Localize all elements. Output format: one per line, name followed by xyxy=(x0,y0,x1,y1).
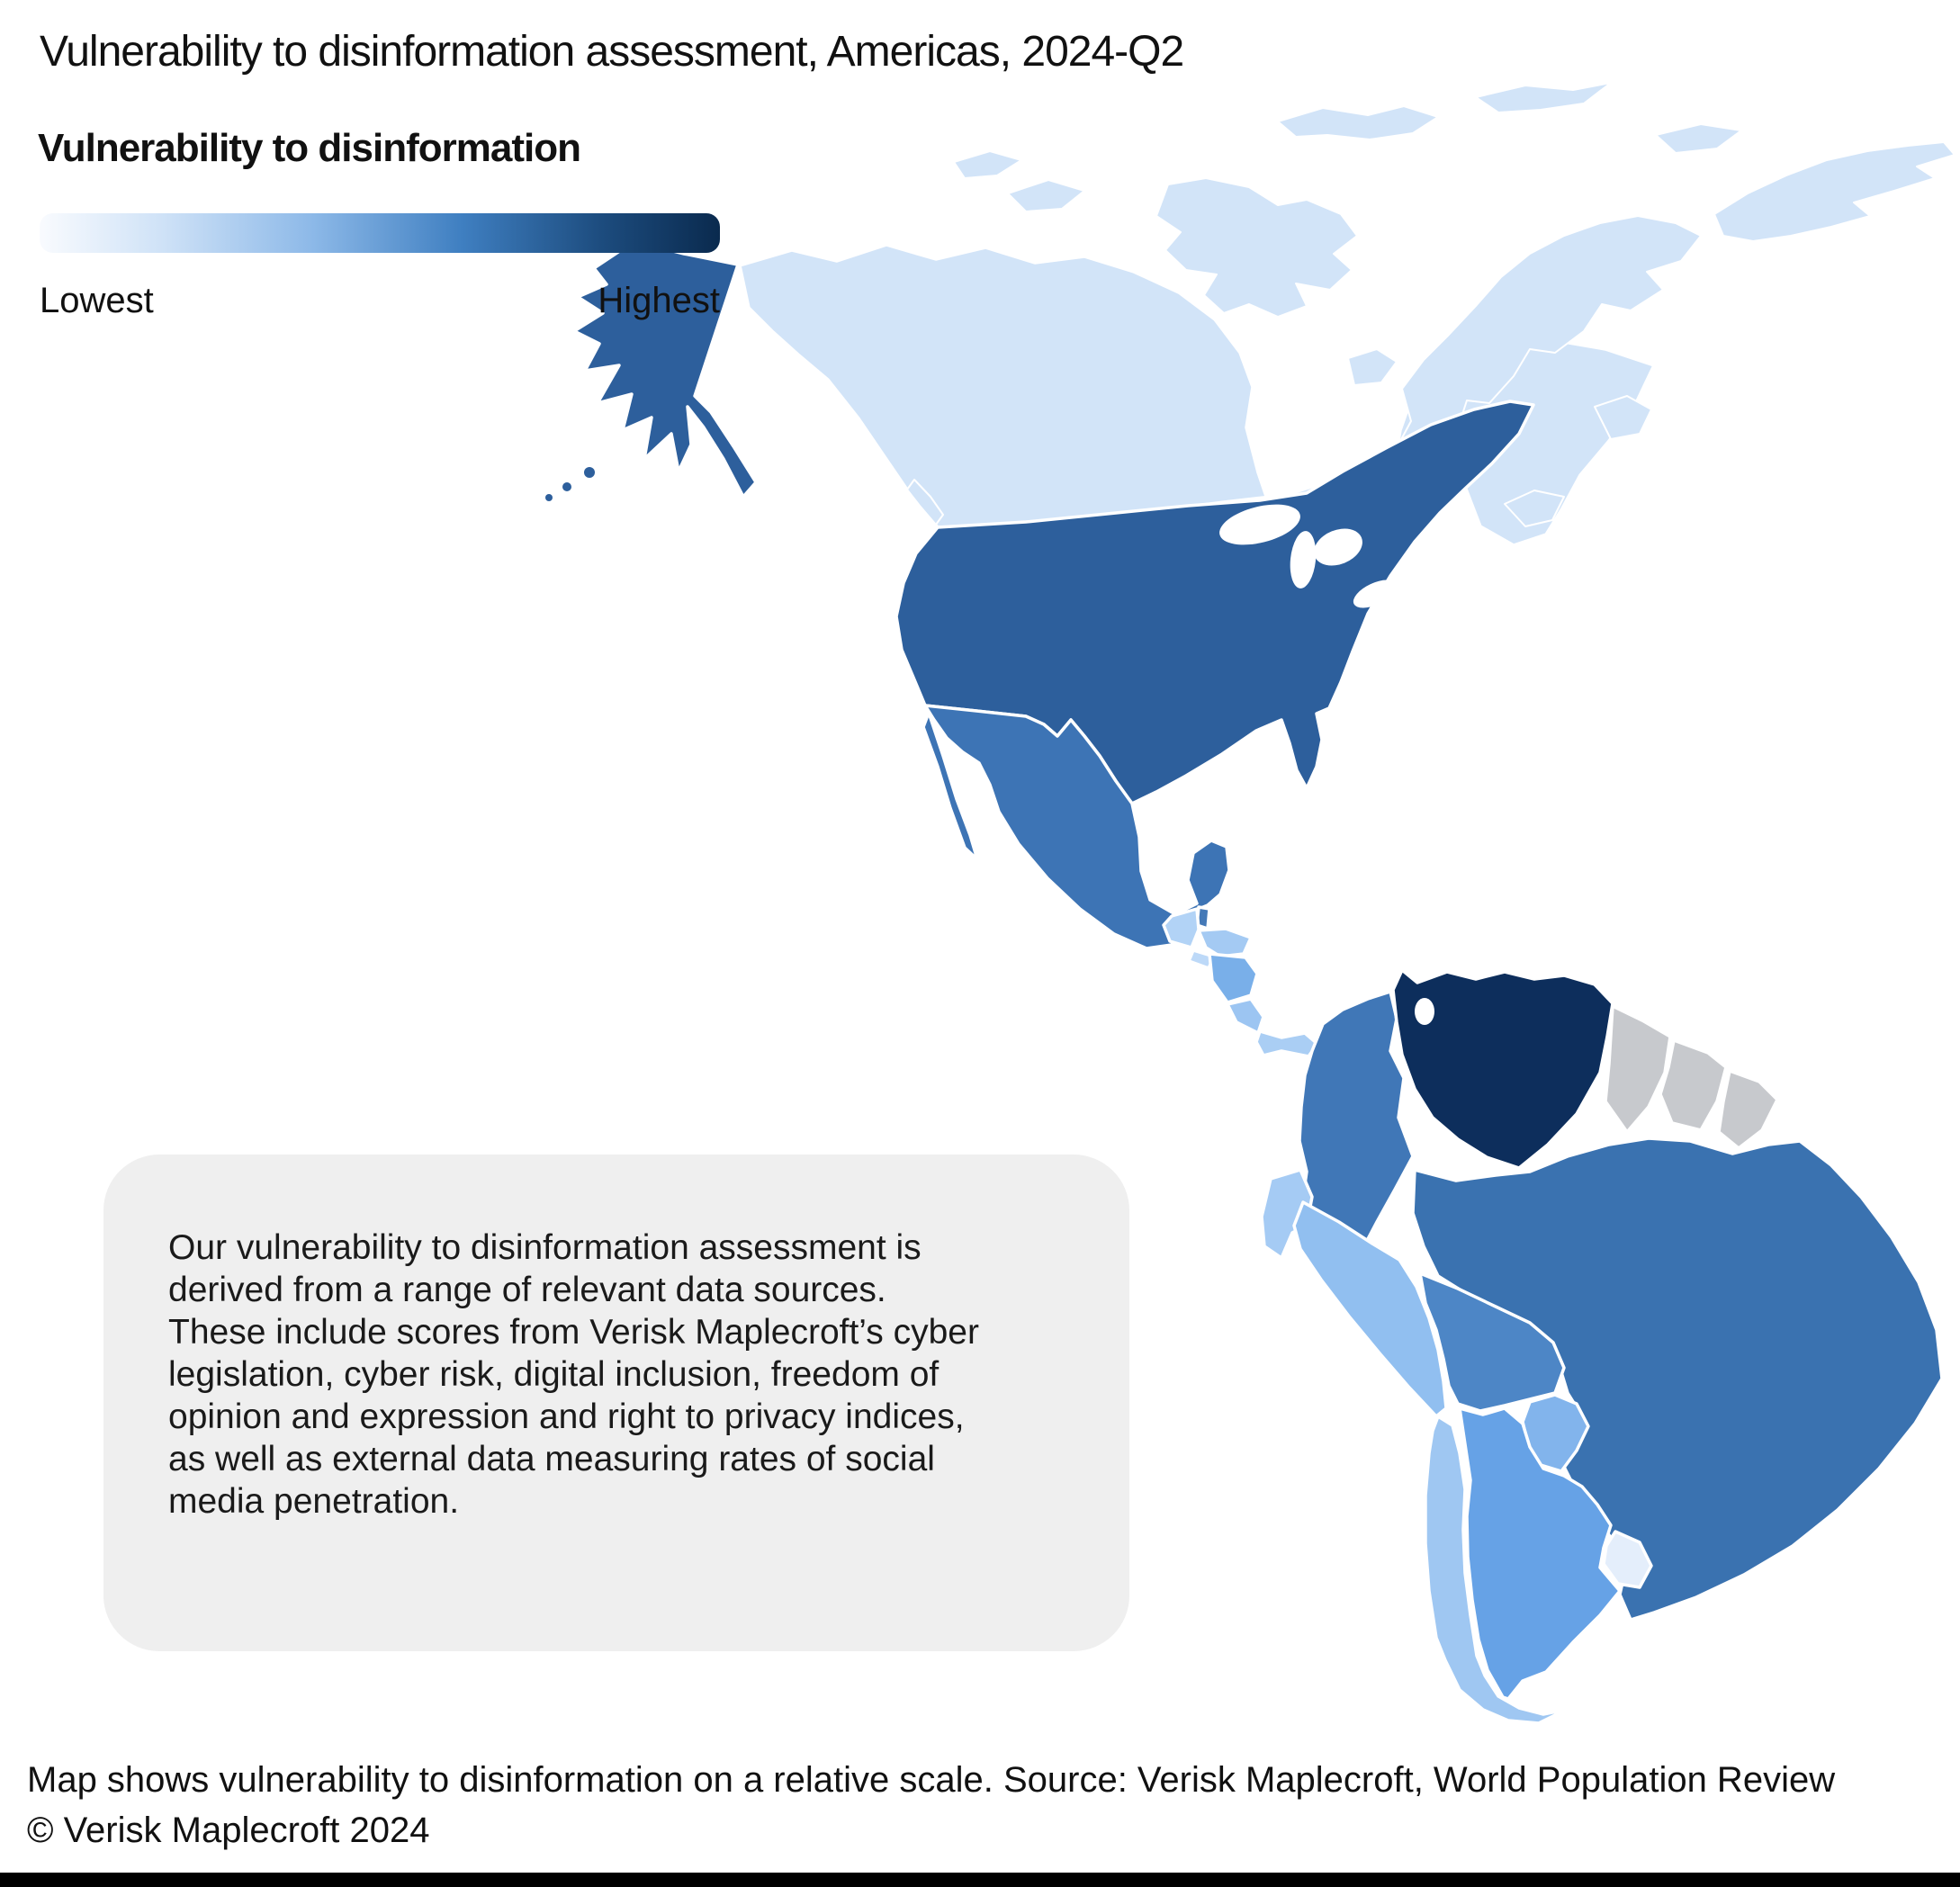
country-panama xyxy=(1254,1029,1319,1058)
lake-superior xyxy=(1219,504,1300,545)
country-guatemala xyxy=(1162,907,1200,949)
legend-lowest-label: Lowest xyxy=(40,281,154,320)
legend-gradient-rect xyxy=(40,213,720,253)
island-ellesmere-chain xyxy=(1713,141,1956,242)
country-el-salvador xyxy=(1187,948,1216,970)
footer-copyright: © Verisk Maplecroft 2024 xyxy=(27,1811,430,1850)
country-colombia xyxy=(1294,990,1415,1254)
legend-highest-label: Highest xyxy=(598,281,720,320)
lake-maracaibo xyxy=(1415,998,1434,1025)
country-venezuela xyxy=(1391,968,1614,1170)
country-ecuador xyxy=(1260,1168,1314,1260)
island-nova-scotia xyxy=(1504,490,1565,527)
country-mexico xyxy=(923,704,1231,950)
page-title: Vulnerability to disinformation assessme… xyxy=(40,28,1184,76)
island-arctic-small-2 xyxy=(1475,82,1612,113)
lake-huron xyxy=(1314,528,1362,566)
island-arctic-small-3 xyxy=(1655,123,1742,154)
country-french-guiana xyxy=(1717,1069,1779,1150)
island-newfoundland xyxy=(1594,395,1652,440)
lake-ontario xyxy=(1398,555,1438,579)
country-guyana xyxy=(1604,1004,1672,1134)
country-united-states-alaska xyxy=(572,239,758,499)
island-aleutian-1 xyxy=(584,467,595,478)
island-victoria-banks xyxy=(1155,177,1358,318)
island-arctic-west-2 xyxy=(953,150,1022,179)
island-arctic-west-1 xyxy=(1007,179,1085,212)
country-suriname xyxy=(1659,1038,1728,1132)
country-peru xyxy=(1292,1200,1448,1418)
country-argentina xyxy=(1458,1406,1622,1701)
country-honduras xyxy=(1197,927,1253,958)
legend-gradient-bar xyxy=(40,213,720,253)
island-aleutian-2 xyxy=(562,482,571,491)
bottom-brand-bar xyxy=(0,1873,1960,1887)
island-southampton xyxy=(1347,348,1398,386)
lake-erie xyxy=(1353,580,1398,608)
country-chile xyxy=(1424,1415,1568,1725)
island-arctic-small-1 xyxy=(1277,105,1439,140)
legend-heading: Vulnerability to disinformation xyxy=(38,126,581,170)
country-nicaragua xyxy=(1208,952,1259,1004)
lake-michigan xyxy=(1290,531,1317,589)
country-bolivia xyxy=(1418,1271,1566,1413)
island-vancouver xyxy=(906,479,944,526)
island-baffin xyxy=(1392,215,1702,491)
island-aleutian-3 xyxy=(545,494,553,501)
annotation-box: Our vulnerability to disinformation asse… xyxy=(103,1155,1129,1651)
country-uruguay xyxy=(1602,1530,1653,1589)
annotation-text: Our vulnerability to disinformation asse… xyxy=(168,1228,979,1521)
peninsula-baja-california xyxy=(922,711,979,861)
footer-note: Map shows vulnerability to disinformatio… xyxy=(27,1760,1836,1800)
country-costa-rica xyxy=(1226,997,1265,1035)
legend-labels: Lowest Highest xyxy=(40,281,720,321)
